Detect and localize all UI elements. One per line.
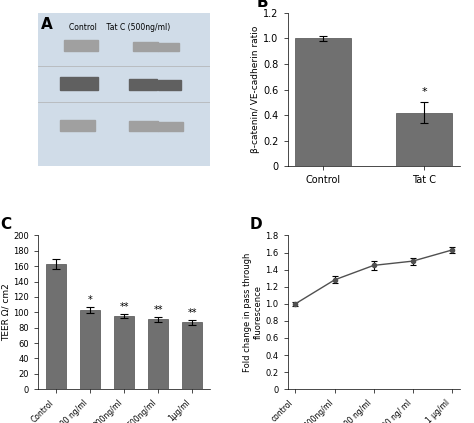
Bar bbox=[396, 113, 452, 166]
Y-axis label: TEER Ω/ cm2: TEER Ω/ cm2 bbox=[1, 283, 10, 341]
Text: **: ** bbox=[187, 308, 197, 318]
Text: **: ** bbox=[153, 305, 163, 315]
Text: *: * bbox=[88, 295, 92, 305]
Bar bbox=[60, 120, 95, 131]
Text: *: * bbox=[421, 87, 427, 97]
Bar bbox=[46, 264, 66, 389]
Bar bbox=[158, 44, 179, 51]
Text: Control    Tat C (500ng/ml): Control Tat C (500ng/ml) bbox=[69, 23, 170, 33]
Bar bbox=[114, 316, 134, 389]
Bar bbox=[129, 79, 157, 90]
Text: **: ** bbox=[119, 302, 129, 312]
Bar bbox=[158, 80, 181, 90]
Bar bbox=[182, 322, 202, 389]
Bar bbox=[295, 38, 351, 166]
Bar bbox=[64, 40, 98, 51]
Bar bbox=[133, 42, 158, 51]
Bar bbox=[60, 77, 98, 90]
Bar bbox=[148, 319, 168, 389]
Text: C: C bbox=[0, 217, 11, 232]
Y-axis label: β-catenin/ VE-cadherin ratio: β-catenin/ VE-cadherin ratio bbox=[251, 26, 260, 153]
Text: D: D bbox=[250, 217, 262, 232]
Bar bbox=[80, 310, 100, 389]
Text: A: A bbox=[41, 17, 53, 32]
Text: B: B bbox=[256, 0, 268, 10]
Bar bbox=[158, 122, 182, 131]
Y-axis label: Fold change in pass through
fluorescence: Fold change in pass through fluorescence bbox=[243, 253, 263, 372]
Bar bbox=[129, 121, 158, 131]
